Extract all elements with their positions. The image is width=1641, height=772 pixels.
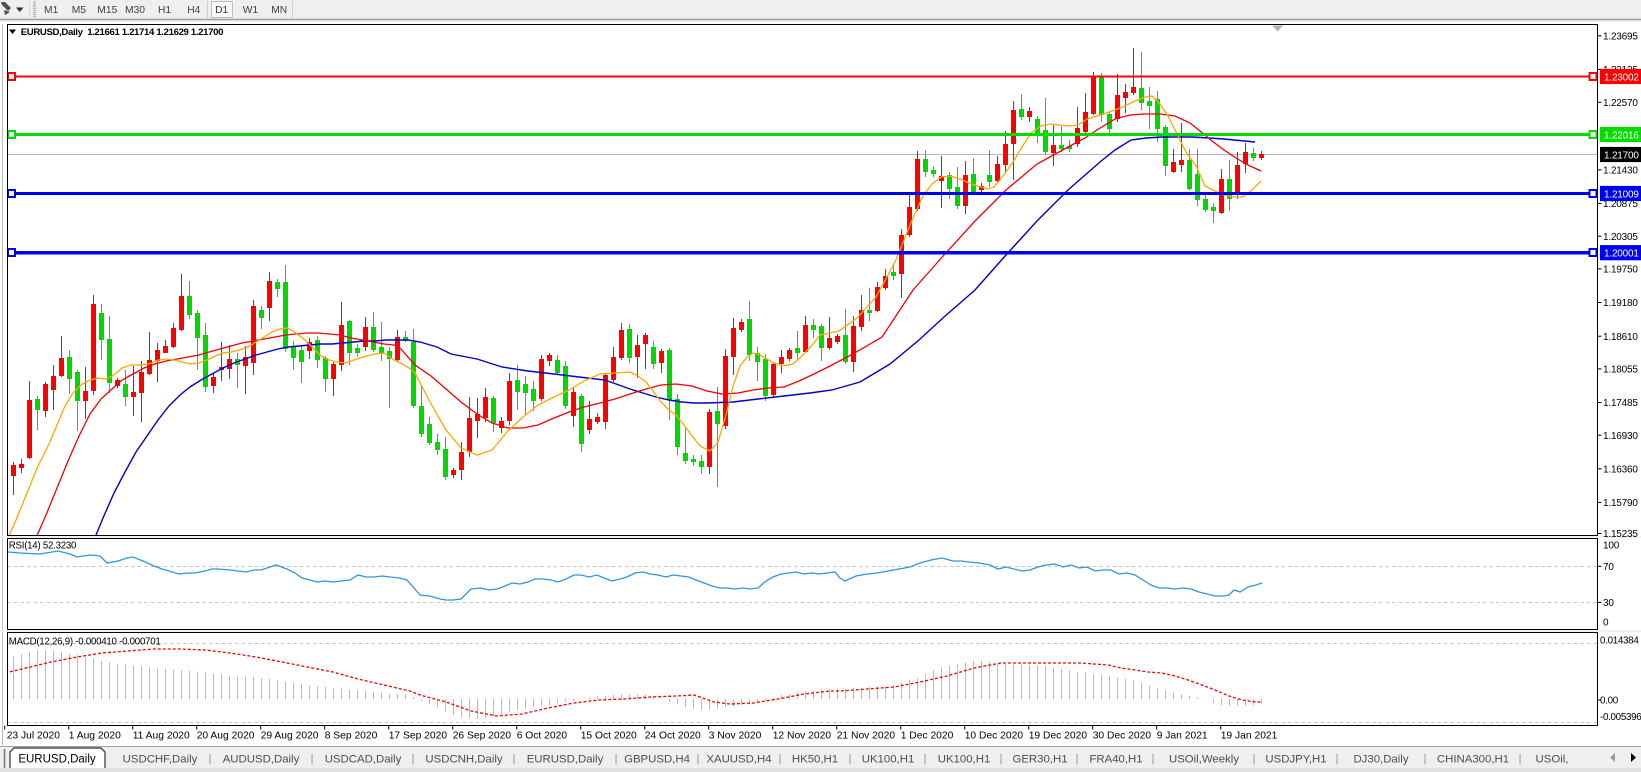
svg-text:1.16930: 1.16930 bbox=[1603, 431, 1638, 442]
svg-text:1.22016: 1.22016 bbox=[1604, 130, 1639, 141]
svg-text:DJ30,Daily: DJ30,Daily bbox=[1353, 754, 1408, 766]
svg-text:15 Oct 2020: 15 Oct 2020 bbox=[581, 731, 637, 742]
svg-text:-0.005396: -0.005396 bbox=[1600, 712, 1641, 723]
svg-text:USDJPY,H1: USDJPY,H1 bbox=[1265, 754, 1326, 766]
svg-text:9 Jan 2021: 9 Jan 2021 bbox=[1157, 731, 1208, 742]
svg-text:1.22570: 1.22570 bbox=[1603, 98, 1638, 109]
svg-text:EURUSD,Daily 1.21661 1.21714: EURUSD,Daily 1.21661 1.21714 1.21629 1.2… bbox=[21, 27, 223, 38]
svg-text:1.19750: 1.19750 bbox=[1603, 265, 1638, 276]
svg-text:12 Nov 2020: 12 Nov 2020 bbox=[773, 731, 832, 742]
svg-text:19 Jan 2021: 19 Jan 2021 bbox=[1221, 731, 1278, 742]
svg-text:|: | bbox=[209, 753, 212, 765]
svg-text:30 Dec 2020: 30 Dec 2020 bbox=[1093, 731, 1152, 742]
svg-text:1.18055: 1.18055 bbox=[1603, 365, 1638, 376]
svg-text:|: | bbox=[1519, 753, 1522, 765]
svg-text:|: | bbox=[1000, 753, 1003, 765]
svg-text:1.18610: 1.18610 bbox=[1603, 332, 1638, 343]
svg-text:M30: M30 bbox=[125, 5, 145, 16]
svg-text:1.19180: 1.19180 bbox=[1603, 298, 1638, 309]
svg-text:26 Sep 2020: 26 Sep 2020 bbox=[453, 731, 512, 742]
svg-text:EURUSD,Daily: EURUSD,Daily bbox=[18, 754, 96, 766]
svg-text:17 Sep 2020: 17 Sep 2020 bbox=[389, 731, 448, 742]
svg-text:|: | bbox=[1253, 753, 1256, 765]
svg-text:FRA40,H1: FRA40,H1 bbox=[1089, 754, 1142, 766]
svg-text:1.17485: 1.17485 bbox=[1603, 398, 1638, 409]
svg-text:GER30,H1: GER30,H1 bbox=[1012, 754, 1067, 766]
svg-text:|: | bbox=[1152, 753, 1155, 765]
svg-text:23 Jul 2020: 23 Jul 2020 bbox=[7, 731, 61, 742]
svg-text:M1: M1 bbox=[44, 5, 59, 16]
svg-text:21 Nov 2020: 21 Nov 2020 bbox=[837, 731, 896, 742]
svg-text:USDCHF,Daily: USDCHF,Daily bbox=[123, 754, 198, 766]
svg-text:USOil,: USOil, bbox=[1536, 754, 1569, 766]
svg-text:HK50,H1: HK50,H1 bbox=[792, 754, 838, 766]
svg-text:H1: H1 bbox=[158, 5, 171, 16]
svg-text:M5: M5 bbox=[72, 5, 87, 16]
svg-text:1.15235: 1.15235 bbox=[1603, 529, 1638, 540]
svg-text:1.21009: 1.21009 bbox=[1604, 189, 1639, 200]
svg-text:1 Aug 2020: 1 Aug 2020 bbox=[69, 731, 121, 742]
svg-text:1.21430: 1.21430 bbox=[1603, 166, 1638, 177]
svg-text:GBPUSD,H4: GBPUSD,H4 bbox=[624, 754, 690, 766]
svg-text:M15: M15 bbox=[97, 5, 117, 16]
svg-text:24 Oct 2020: 24 Oct 2020 bbox=[645, 731, 701, 742]
svg-text:CHINA300,H1: CHINA300,H1 bbox=[1437, 754, 1509, 766]
svg-text:RSI(14) 52.3230: RSI(14) 52.3230 bbox=[9, 541, 77, 552]
svg-text:|: | bbox=[513, 753, 516, 765]
svg-text:3 Nov 2020: 3 Nov 2020 bbox=[709, 731, 762, 742]
svg-text:USDCNH,Daily: USDCNH,Daily bbox=[425, 754, 503, 766]
svg-text:1.23695: 1.23695 bbox=[1603, 31, 1638, 42]
svg-text:1 Dec 2020: 1 Dec 2020 bbox=[901, 731, 954, 742]
svg-text:0: 0 bbox=[1603, 618, 1609, 629]
svg-text:USOil,Weekly: USOil,Weekly bbox=[1169, 754, 1239, 766]
svg-text:XAUUSD,H4: XAUUSD,H4 bbox=[706, 754, 771, 766]
svg-text:|: | bbox=[311, 753, 314, 765]
svg-text:UK100,H1: UK100,H1 bbox=[938, 754, 991, 766]
svg-text:|: | bbox=[1424, 753, 1427, 765]
svg-text:D1: D1 bbox=[215, 5, 228, 16]
svg-text:8 Sep 2020: 8 Sep 2020 bbox=[325, 731, 378, 742]
svg-text:|: | bbox=[1076, 753, 1079, 765]
svg-text:1.23002: 1.23002 bbox=[1604, 72, 1639, 83]
svg-text:1.20305: 1.20305 bbox=[1603, 232, 1638, 243]
svg-text:|: | bbox=[697, 753, 700, 765]
svg-text:MACD(12,26,9) -0.000410 -0.000: MACD(12,26,9) -0.000410 -0.000701 bbox=[9, 637, 161, 648]
svg-text:1.20875: 1.20875 bbox=[1603, 199, 1638, 210]
svg-text:100: 100 bbox=[1603, 541, 1620, 552]
svg-text:0.014384: 0.014384 bbox=[1600, 635, 1639, 646]
svg-text:|: | bbox=[412, 753, 415, 765]
svg-text:1.20001: 1.20001 bbox=[1604, 249, 1639, 260]
svg-text:|: | bbox=[779, 753, 782, 765]
svg-text:USDCAD,Daily: USDCAD,Daily bbox=[325, 754, 402, 766]
svg-text:1.21700: 1.21700 bbox=[1604, 150, 1639, 161]
svg-text:|: | bbox=[924, 753, 927, 765]
svg-text:|: | bbox=[615, 753, 618, 765]
svg-text:|: | bbox=[849, 753, 852, 765]
svg-text:19 Dec 2020: 19 Dec 2020 bbox=[1029, 731, 1088, 742]
svg-text:1.15790: 1.15790 bbox=[1603, 498, 1638, 509]
svg-text:20 Aug 2020: 20 Aug 2020 bbox=[197, 731, 255, 742]
svg-text:6 Oct 2020: 6 Oct 2020 bbox=[517, 731, 568, 742]
svg-text:0.00: 0.00 bbox=[1600, 696, 1619, 707]
svg-text:UK100,H1: UK100,H1 bbox=[862, 754, 915, 766]
svg-text:EURUSD,Daily: EURUSD,Daily bbox=[527, 754, 604, 766]
svg-text:30: 30 bbox=[1603, 598, 1614, 609]
svg-text:|: | bbox=[1336, 753, 1339, 765]
svg-text:H4: H4 bbox=[187, 5, 200, 16]
svg-text:MN: MN bbox=[271, 5, 287, 16]
svg-text:AUDUSD,Daily: AUDUSD,Daily bbox=[223, 754, 300, 766]
svg-text:10 Dec 2020: 10 Dec 2020 bbox=[965, 731, 1024, 742]
svg-text:W1: W1 bbox=[243, 5, 259, 16]
svg-text:70: 70 bbox=[1603, 562, 1614, 573]
svg-text:29 Aug 2020: 29 Aug 2020 bbox=[261, 731, 319, 742]
svg-text:1.16360: 1.16360 bbox=[1603, 464, 1638, 475]
svg-text:11 Aug 2020: 11 Aug 2020 bbox=[133, 731, 190, 742]
